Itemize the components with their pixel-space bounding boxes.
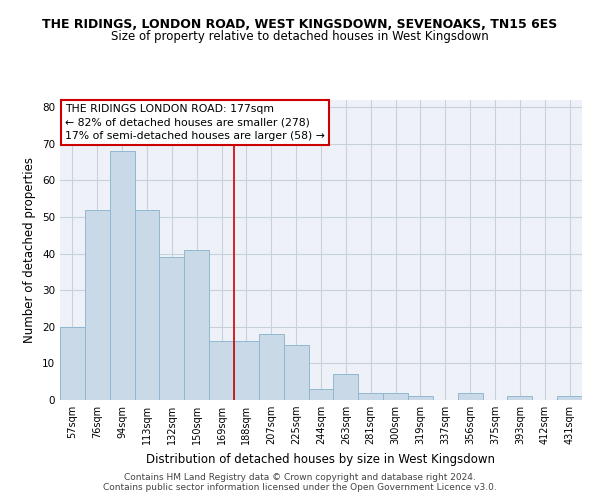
Bar [160,258,184,400]
Bar [284,345,308,400]
Y-axis label: Number of detached properties: Number of detached properties [23,157,37,343]
Bar [110,151,134,400]
Bar [508,396,532,400]
Bar [334,374,358,400]
X-axis label: Distribution of detached houses by size in West Kingsdown: Distribution of detached houses by size … [146,452,496,466]
Bar [458,392,482,400]
Text: THE RIDINGS LONDON ROAD: 177sqm
← 82% of detached houses are smaller (278)
17% o: THE RIDINGS LONDON ROAD: 177sqm ← 82% of… [65,104,325,141]
Text: Size of property relative to detached houses in West Kingsdown: Size of property relative to detached ho… [111,30,489,43]
Bar [408,396,433,400]
Bar [134,210,160,400]
Bar [358,392,383,400]
Bar [85,210,110,400]
Text: THE RIDINGS, LONDON ROAD, WEST KINGSDOWN, SEVENOAKS, TN15 6ES: THE RIDINGS, LONDON ROAD, WEST KINGSDOWN… [43,18,557,30]
Bar [259,334,284,400]
Bar [383,392,408,400]
Bar [308,389,334,400]
Text: Contains HM Land Registry data © Crown copyright and database right 2024.
Contai: Contains HM Land Registry data © Crown c… [103,473,497,492]
Bar [60,327,85,400]
Bar [184,250,209,400]
Bar [209,342,234,400]
Bar [234,342,259,400]
Bar [557,396,582,400]
